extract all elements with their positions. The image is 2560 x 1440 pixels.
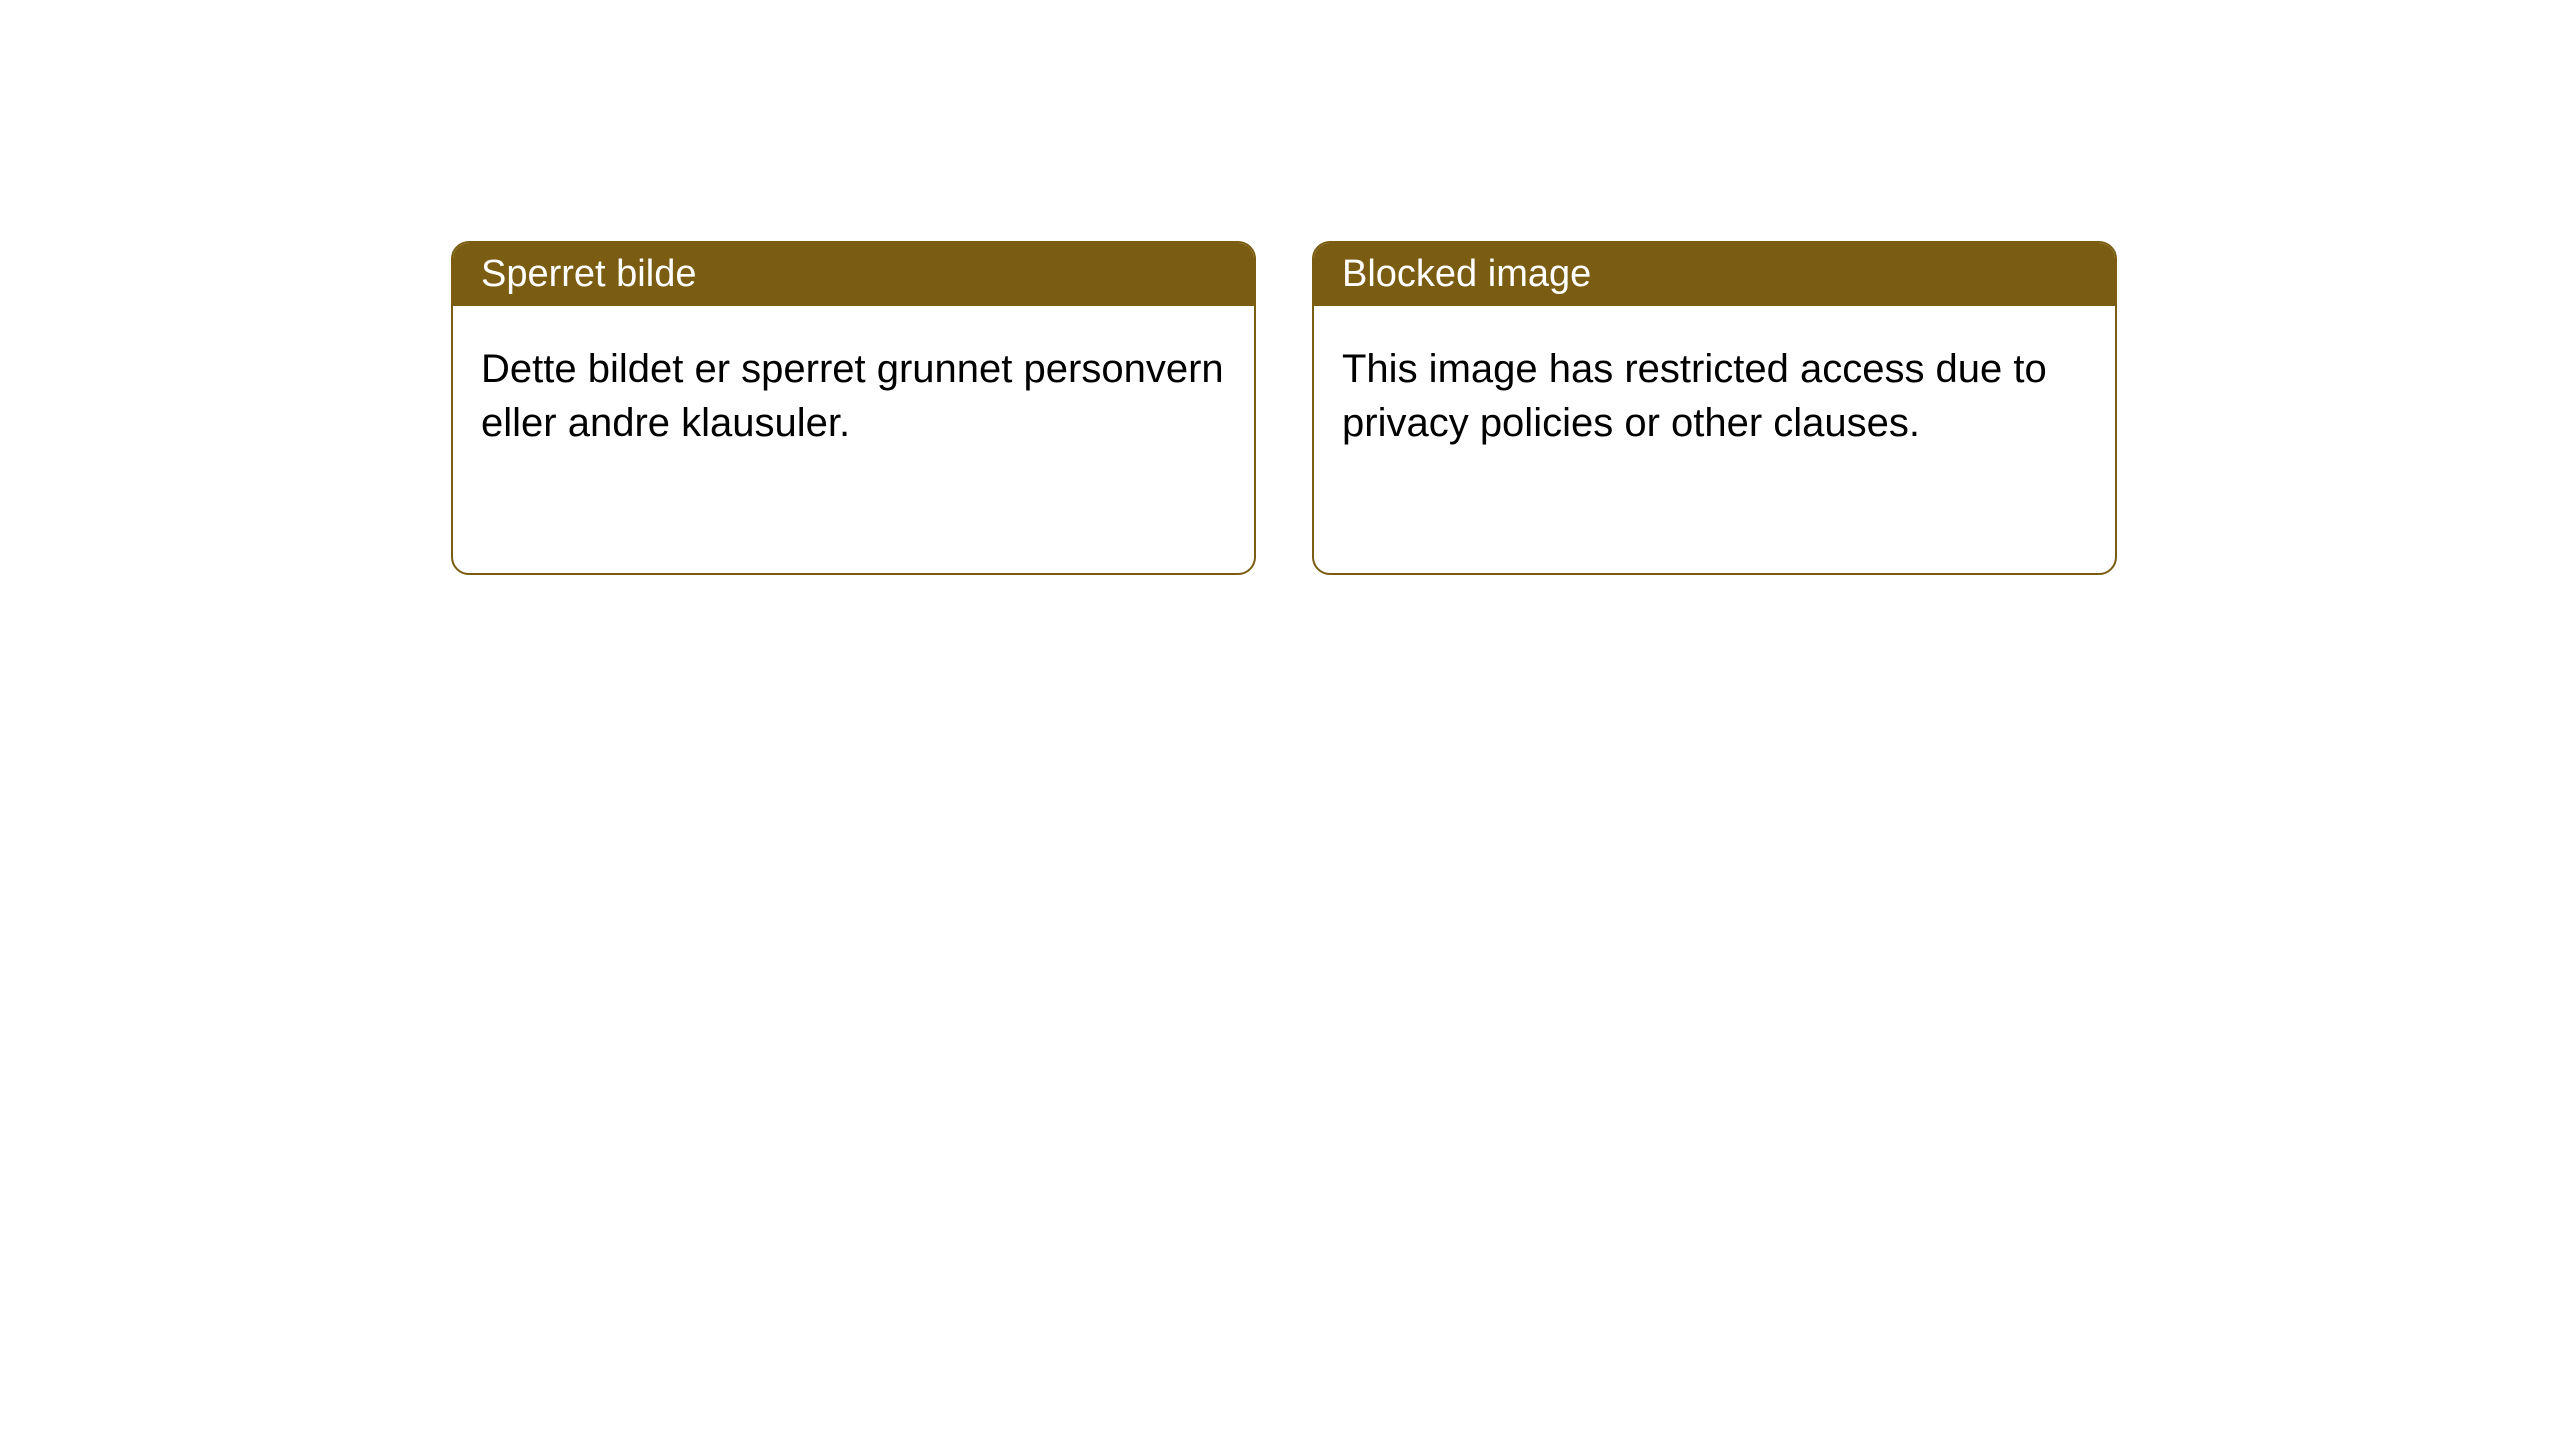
notice-card-english: Blocked image This image has restricted … <box>1312 241 2117 575</box>
card-title: Sperret bilde <box>481 253 696 295</box>
card-header: Sperret bilde <box>453 243 1254 306</box>
card-body: This image has restricted access due to … <box>1314 306 2115 486</box>
card-body-text: This image has restricted access due to … <box>1342 347 2047 445</box>
card-title: Blocked image <box>1342 253 1591 295</box>
card-body: Dette bildet er sperret grunnet personve… <box>453 306 1254 486</box>
card-body-text: Dette bildet er sperret grunnet personve… <box>481 347 1224 445</box>
card-header: Blocked image <box>1314 243 2115 306</box>
notice-cards-container: Sperret bilde Dette bildet er sperret gr… <box>451 241 2117 575</box>
notice-card-norwegian: Sperret bilde Dette bildet er sperret gr… <box>451 241 1256 575</box>
